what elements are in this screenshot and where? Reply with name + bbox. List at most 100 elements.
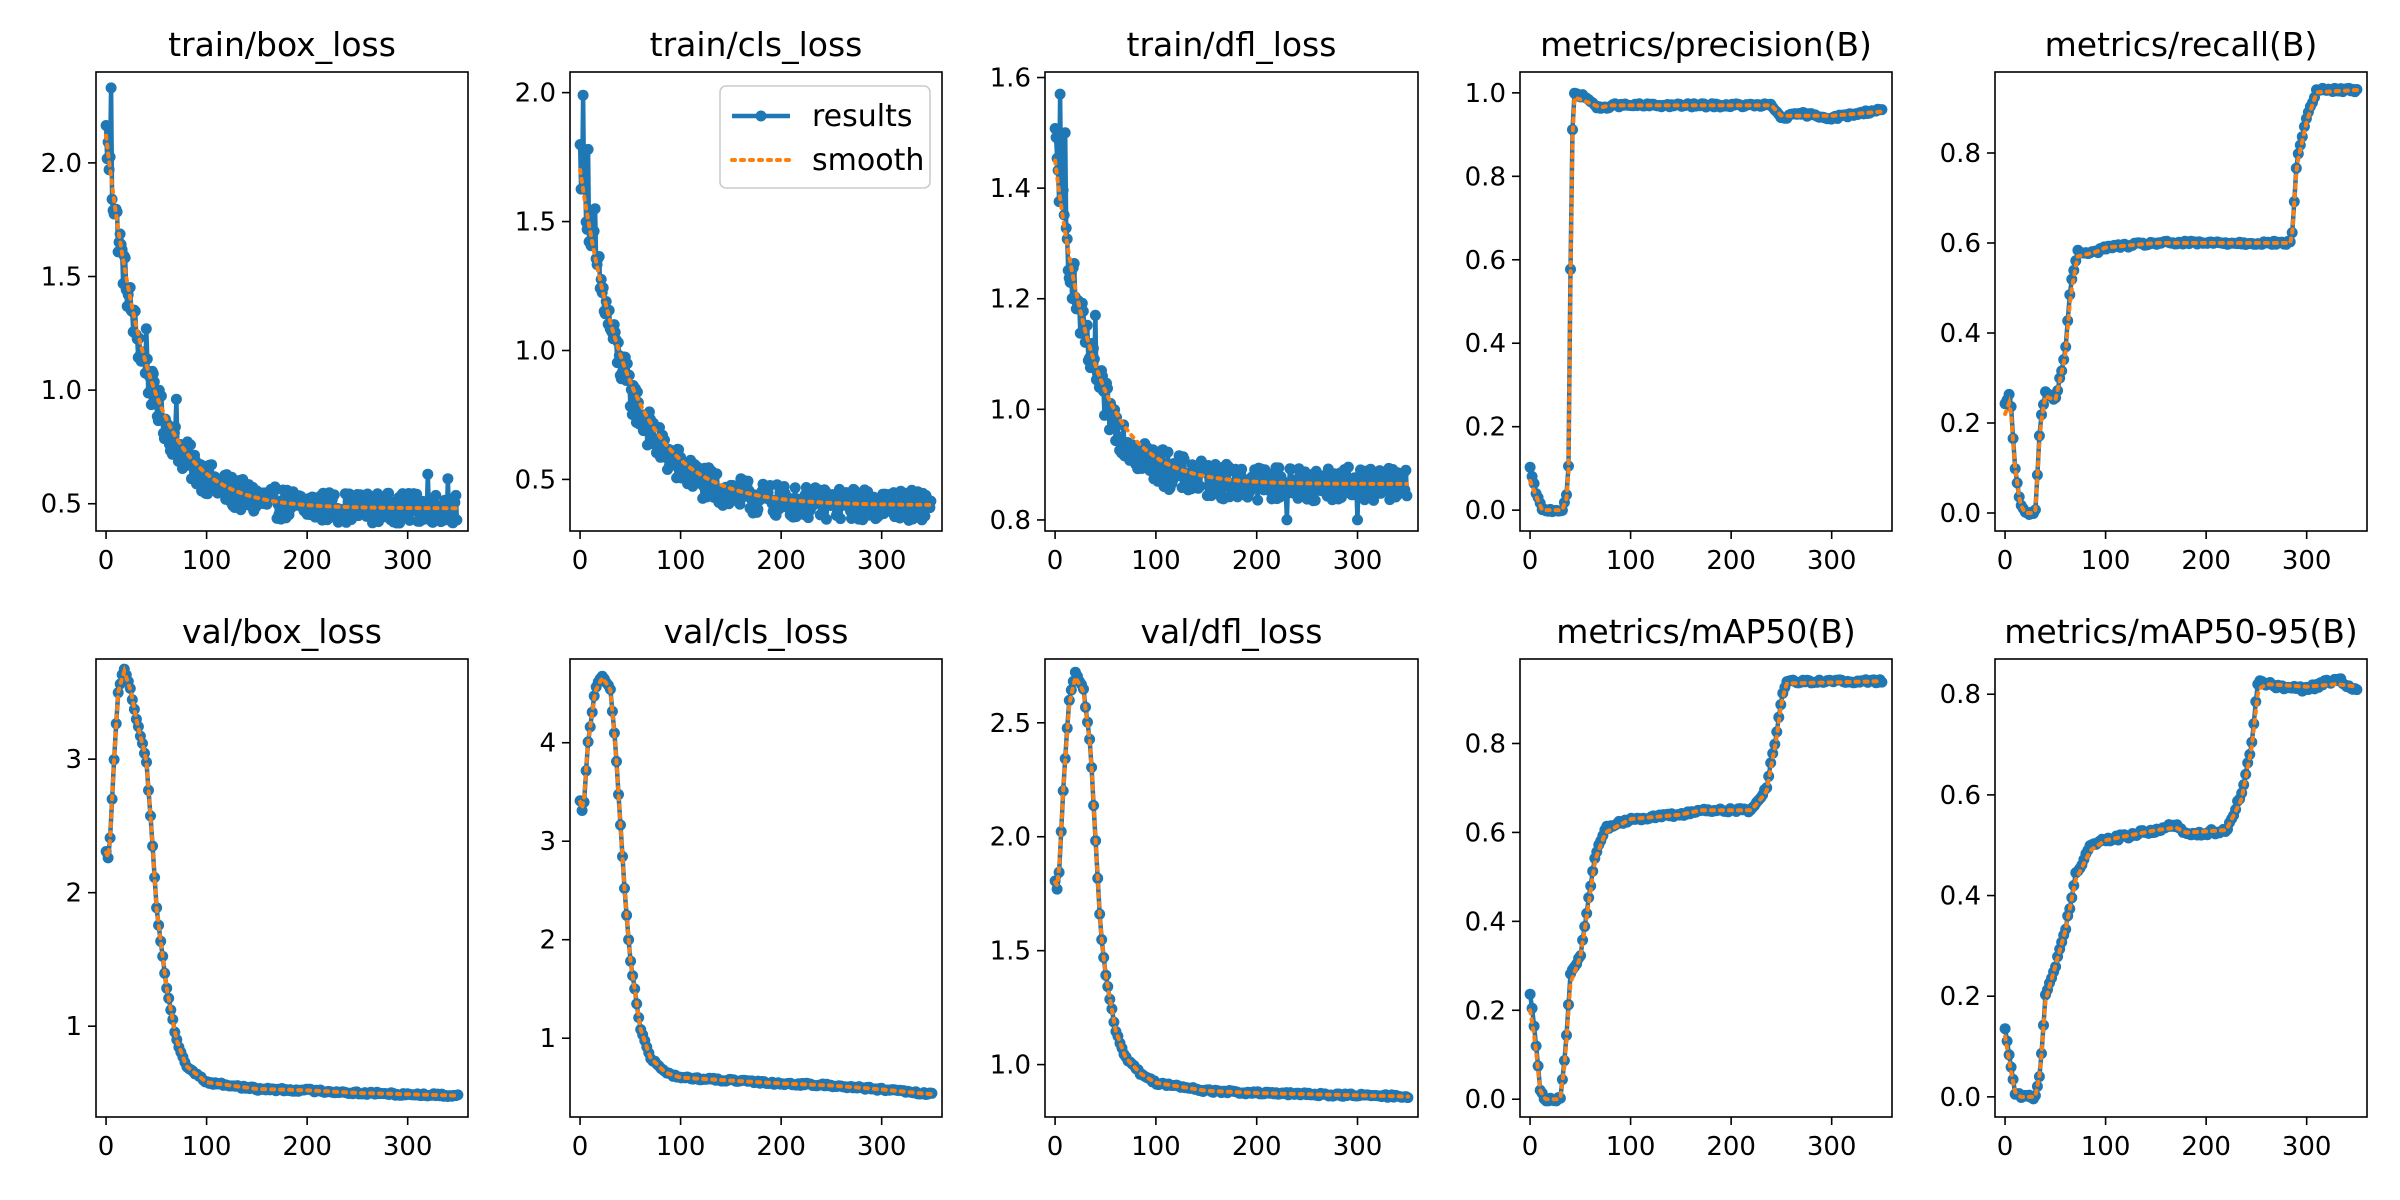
results-point: [1368, 494, 1380, 506]
x-tick-label: 100: [1131, 1132, 1181, 1162]
y-tick-label: 0.5: [41, 490, 82, 520]
subplot-val-cls-loss: val/cls_loss 0 100 200 300 1 2 3 4: [539, 612, 943, 1162]
results-point: [144, 385, 156, 397]
results-point: [789, 482, 801, 494]
x-tick-label: 100: [656, 546, 706, 576]
results-point: [1285, 463, 1297, 475]
y-tick-label: 4: [539, 729, 556, 759]
x-tick-label: 0: [1997, 546, 2014, 576]
results-point: [1563, 460, 1574, 472]
x-tick-label: 100: [1131, 546, 1181, 576]
y-tick-label: 1.2: [990, 285, 1031, 315]
plot-area: [574, 670, 938, 1100]
axes-frame: [1994, 658, 2368, 1118]
results-point: [800, 482, 812, 493]
results-point: [1051, 883, 1063, 895]
x-tick-label: 200: [282, 546, 332, 576]
y-tick-label: 2.5: [990, 709, 1031, 739]
x-tick-label: 0: [572, 1132, 589, 1162]
plot-area: [1049, 88, 1413, 526]
results-point: [582, 143, 594, 155]
axes-frame: [569, 71, 943, 532]
axes-frame: [1519, 658, 1893, 1118]
results-point: [422, 468, 434, 480]
results-point: [145, 810, 156, 822]
smooth-line: [2003, 88, 2359, 515]
results-point: [1162, 446, 1174, 458]
y-tick-label: 0.0: [1465, 496, 1506, 526]
x-tick-label: 0: [1522, 1132, 1539, 1162]
results-point: [1335, 492, 1347, 503]
y-tick-label: 1.0: [41, 376, 82, 406]
results-point: [394, 517, 406, 529]
results-point: [1876, 676, 1888, 688]
results-point: [2003, 388, 2015, 400]
results-point: [1273, 462, 1285, 474]
results-point: [1059, 127, 1071, 139]
legend: results smooth: [719, 85, 931, 189]
x-tick-label: 300: [1807, 546, 1857, 576]
y-tick-label: 0.2: [1465, 413, 1506, 443]
axes-frame: [569, 658, 943, 1118]
y-tick-label: 3: [539, 827, 556, 857]
y-tick-label: 1.6: [990, 64, 1031, 94]
x-tick-label: 100: [1606, 1132, 1656, 1162]
subplot-title: metrics/mAP50-95(B): [2004, 612, 2357, 651]
axes-frame: [1519, 71, 1893, 532]
plot-area: [1999, 673, 2363, 1105]
subplot-metrics-map50-95-b-: metrics/mAP50-95(B) 0 100 200 300 0.0 0.2 0.4 0.…: [1940, 612, 2368, 1162]
y-tick-label: 1: [539, 1024, 556, 1054]
x-tick-label: 300: [1333, 546, 1383, 576]
results-point: [451, 514, 463, 526]
x-tick-label: 200: [1232, 1132, 1282, 1162]
results-point: [452, 1089, 464, 1101]
subplot-val-dfl-loss: val/dfl_loss 0 100 200 300 1.0 1.5 2.0 2.5: [990, 612, 1419, 1162]
smooth-line: [1053, 672, 1410, 1099]
subplot-title: val/cls_loss: [664, 612, 849, 651]
subplot-title: metrics/precision(B): [1540, 25, 1872, 64]
subplot-val-box-loss: val/box_loss 0 100 200 300 1 2 3: [65, 612, 469, 1162]
results-point: [185, 439, 196, 451]
results-point: [2009, 463, 2021, 475]
axes-frame: [1994, 71, 2368, 532]
legend-box: [719, 85, 931, 189]
y-tick-label: 0.2: [1940, 409, 1981, 439]
results-point: [1054, 88, 1066, 100]
x-tick-label: 200: [2181, 1132, 2231, 1162]
y-tick-label: 0.4: [1940, 882, 1981, 912]
y-tick-label: 1.0: [990, 1051, 1031, 1081]
results-point: [1554, 1092, 1566, 1104]
y-tick-label: 0.4: [1940, 319, 1981, 349]
results-point: [1401, 490, 1413, 502]
results-point: [1524, 988, 1536, 1000]
y-tick-label: 0.8: [990, 506, 1031, 536]
results-point: [1194, 480, 1206, 492]
y-tick-label: 2.0: [990, 823, 1031, 853]
results-point: [711, 468, 723, 480]
subplot-title: metrics/mAP50(B): [1556, 612, 1856, 651]
y-tick-label: 0.0: [1940, 1083, 1981, 1113]
results-point: [1281, 514, 1293, 526]
x-tick-label: 200: [1706, 546, 1756, 576]
subplot-title: train/box_loss: [168, 25, 396, 64]
y-tick-label: 0.8: [1940, 680, 1981, 710]
x-tick-label: 300: [1807, 1132, 1857, 1162]
x-tick-label: 200: [2181, 546, 2231, 576]
y-tick-label: 2.0: [41, 149, 82, 179]
results-point: [206, 459, 218, 471]
y-tick-label: 2.0: [515, 79, 556, 109]
x-tick-label: 0: [1047, 546, 1064, 576]
y-tick-label: 1.0: [990, 395, 1031, 425]
y-tick-label: 1.5: [41, 263, 82, 293]
results-point: [589, 203, 601, 215]
x-tick-label: 0: [98, 1132, 115, 1162]
legend-results-label: results: [812, 99, 913, 134]
axes-frame: [95, 71, 469, 532]
results-point: [128, 703, 140, 715]
results-point: [894, 512, 906, 524]
results-point: [328, 489, 340, 501]
results-point: [820, 513, 832, 525]
subplot-metrics-map50-b-: metrics/mAP50(B) 0 100 200 300 0.0 0.2 0.4 0.6 0.…: [1465, 612, 1893, 1162]
plot-area: [1999, 82, 2363, 520]
plot-area: [1524, 674, 1888, 1107]
